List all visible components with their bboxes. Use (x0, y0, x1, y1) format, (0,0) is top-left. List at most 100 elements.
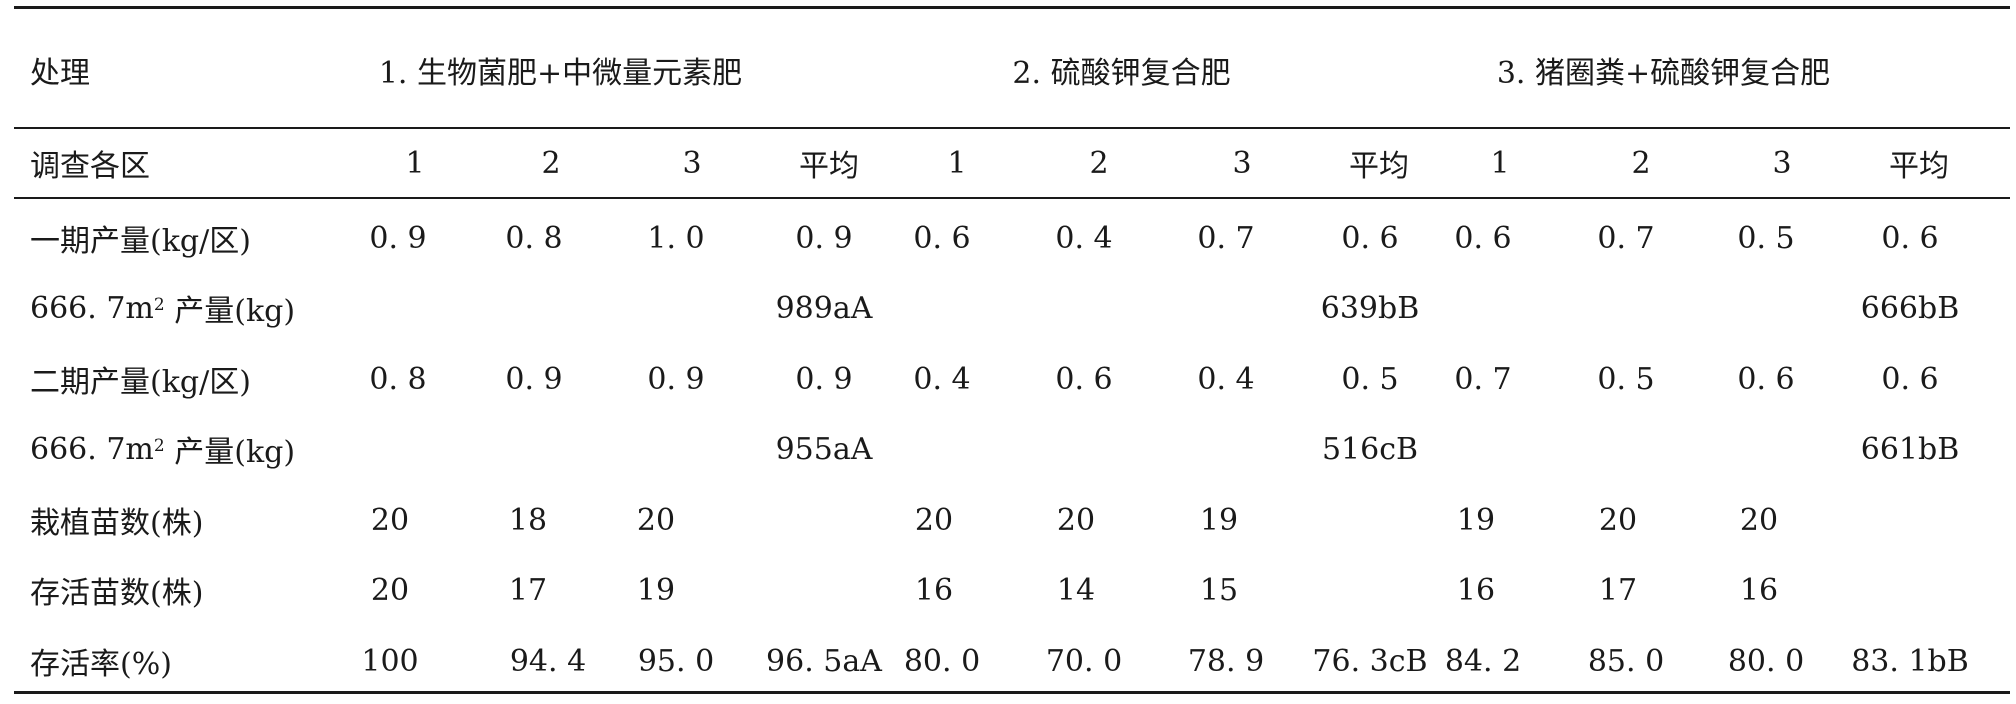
table-cell: 0. 8 (505, 220, 563, 256)
row-label: 666. 7m 2 产量(kg) (30, 273, 295, 343)
table-cell: 0. 4 (1055, 220, 1113, 256)
table-cell: 0. 6 (1881, 220, 1939, 256)
row-label: 666. 7m 2 产量(kg) (30, 414, 295, 484)
table-cell (1556, 273, 1696, 343)
subheader-col: 2 (541, 145, 561, 181)
row-label-suffix: 产量(kg) (164, 294, 296, 329)
subheader-rule (14, 197, 2010, 199)
table-row: 二期产量(kg/区) 0. 8 0. 9 0. 9 0. 9 0. 4 0. 6 0. 4 0.… (14, 344, 2010, 414)
table-cell: 0. 5 (1341, 361, 1399, 397)
table-cell (606, 414, 746, 484)
table-cell: 639bB (1320, 290, 1420, 326)
table-row: 一期产量(kg/区) 0. 9 0. 8 1. 0 0. 9 0. 6 0. 4 0. 7 0.… (14, 203, 2010, 273)
table-cell (1840, 485, 1980, 555)
subheader-col: 2 (1089, 145, 1109, 181)
subheader-col: 平均 (1349, 149, 1409, 184)
table-cell: 0. 9 (795, 361, 853, 397)
table-cell (1014, 273, 1154, 343)
treatment-1-header: 1. 生物菌肥+中微量元素肥 (378, 56, 743, 91)
table-cell: 0. 7 (1197, 220, 1255, 256)
table-cell: 20 (914, 502, 954, 538)
table-cell: 20 (370, 572, 410, 608)
subheader-col: 2 (1631, 145, 1651, 181)
bottom-rule (14, 691, 2010, 694)
table-cell: 96. 5aA (766, 643, 882, 679)
subheader-col: 1 (1490, 145, 1510, 181)
table-cell: 80. 0 (1727, 643, 1805, 679)
table-cell (464, 414, 604, 484)
header-label: 处理 (30, 56, 90, 91)
treatment-header-row: 处理 1. 生物菌肥+中微量元素肥 2. 硫酸钾复合肥 3. 猪圈粪+硫酸钾复合… (14, 20, 2010, 120)
table-row: 栽植苗数(株) 20 18 20 20 20 19 19 20 20 (14, 485, 2010, 555)
table-cell: 85. 0 (1587, 643, 1665, 679)
table-cell (1556, 414, 1696, 484)
table-cell: 16 (1456, 572, 1496, 608)
subheader-col: 1 (405, 145, 425, 181)
table-cell: 0. 7 (1597, 220, 1655, 256)
table-cell: 17 (1598, 572, 1638, 608)
table-cell: 666bB (1860, 290, 1960, 326)
table-cell: 0. 7 (1454, 361, 1512, 397)
table-cell: 19 (1199, 502, 1239, 538)
table-cell: 0. 6 (1881, 361, 1939, 397)
table-cell: 20 (370, 502, 410, 538)
subheader-col: 平均 (799, 149, 859, 184)
table-cell: 0. 4 (1197, 361, 1255, 397)
table-cell: 0. 6 (913, 220, 971, 256)
table-cell: 955aA (775, 431, 873, 467)
subheader-col: 3 (1772, 145, 1792, 181)
table-cell: 0. 9 (795, 220, 853, 256)
row-label-prefix: 666. 7m (30, 431, 154, 467)
table-cell (1696, 273, 1836, 343)
table-cell: 18 (508, 502, 548, 538)
table-cell (328, 414, 468, 484)
table-cell (872, 273, 1012, 343)
table-cell: 19 (1456, 502, 1496, 538)
table-cell (464, 273, 604, 343)
table-cell (328, 273, 468, 343)
table-cell (1840, 555, 1980, 625)
table-cell: 516cB (1321, 431, 1419, 467)
table-cell: 0. 9 (369, 220, 427, 256)
table-cell: 0. 5 (1597, 361, 1655, 397)
table-cell (872, 414, 1012, 484)
table-cell: 0. 6 (1055, 361, 1113, 397)
table-cell: 16 (1739, 572, 1779, 608)
table-cell: 83. 1bB (1851, 643, 1969, 679)
table-cell: 0. 4 (913, 361, 971, 397)
table-cell: 80. 0 (903, 643, 981, 679)
treatment-2-header: 2. 硫酸钾复合肥 (1012, 56, 1231, 91)
subheader-col: 3 (682, 145, 702, 181)
table-row: 存活率(%) 100 94. 4 95. 0 96. 5aA 80. 0 70. 0 78. … (14, 626, 2010, 696)
table-cell (1014, 414, 1154, 484)
header-rule (14, 127, 2010, 129)
table-cell: 20 (1598, 502, 1638, 538)
table-cell: 0. 6 (1341, 220, 1399, 256)
table-cell: 95. 0 (637, 643, 715, 679)
row-label: 存活率(%) (30, 647, 172, 682)
table-cell: 20 (636, 502, 676, 538)
row-label-suffix: 产量(kg) (164, 435, 296, 470)
table-cell: 0. 6 (1737, 361, 1795, 397)
table-row: 666. 7m 2 产量(kg) 955aA 516cB 661bB (14, 414, 2010, 484)
table-cell: 1. 0 (647, 220, 705, 256)
table-cell: 0. 5 (1737, 220, 1795, 256)
subheader-label: 调查各区 (30, 149, 150, 184)
table-cell: 70. 0 (1045, 643, 1123, 679)
table-cell (1413, 273, 1553, 343)
table-cell (1156, 414, 1296, 484)
row-label: 一期产量(kg/区) (30, 224, 251, 259)
table-cell: 0. 9 (505, 361, 563, 397)
table-cell (1156, 273, 1296, 343)
table-cell: 14 (1056, 572, 1096, 608)
table-cell: 78. 9 (1187, 643, 1265, 679)
row-label-prefix: 666. 7m (30, 290, 154, 326)
table-cell (1413, 414, 1553, 484)
table-cell: 20 (1056, 502, 1096, 538)
subheader-col: 平均 (1889, 149, 1949, 184)
table-cell: 19 (636, 572, 676, 608)
top-rule (14, 6, 2010, 9)
table-cell: 989aA (775, 290, 873, 326)
row-label: 存活苗数(株) (30, 576, 204, 611)
table-cell: 661bB (1860, 431, 1960, 467)
